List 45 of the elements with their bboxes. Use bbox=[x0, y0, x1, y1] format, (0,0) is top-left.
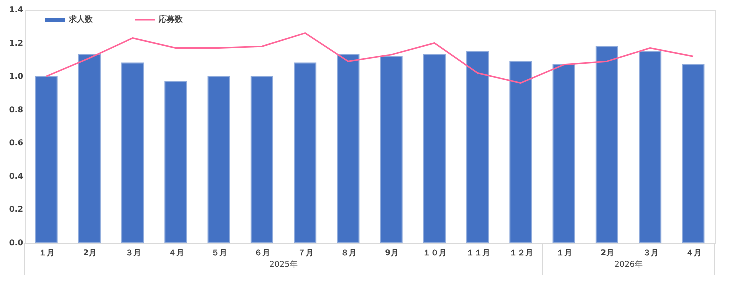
bar bbox=[682, 64, 705, 244]
bar bbox=[510, 61, 532, 244]
bar bbox=[466, 51, 490, 244]
x-tick-label: ３月 bbox=[125, 248, 142, 258]
y-tick-label: 0.4 bbox=[9, 172, 24, 181]
bar bbox=[78, 54, 101, 244]
y-tick-label: 0.6 bbox=[9, 138, 24, 148]
y-tick-label: 0.2 bbox=[9, 205, 24, 214]
x-tick-label: ４月 bbox=[686, 248, 702, 258]
x-tick-label: ８月 bbox=[340, 248, 357, 258]
line-series bbox=[46, 32, 694, 84]
bar bbox=[35, 76, 58, 244]
bar bbox=[164, 81, 188, 244]
legend-label: 求人数 bbox=[68, 15, 94, 24]
x-tick-label: 2月 bbox=[600, 248, 614, 258]
x-tick-label: ６月 bbox=[254, 248, 271, 258]
bar bbox=[639, 51, 662, 244]
y-tick-label: 0.0 bbox=[9, 238, 24, 248]
x-tick-label: ４月 bbox=[168, 248, 184, 258]
legend-label: 応募数 bbox=[158, 14, 184, 24]
x-tick-label: １２月 bbox=[509, 248, 534, 258]
x-tick-label: 9月 bbox=[385, 248, 399, 258]
x-tick-label: １月 bbox=[556, 248, 573, 258]
bar bbox=[552, 64, 576, 244]
bar bbox=[250, 76, 274, 244]
bar bbox=[596, 46, 618, 244]
x-tick-label: １月 bbox=[39, 248, 56, 258]
text: 2026年 bbox=[614, 260, 643, 269]
bar bbox=[380, 56, 403, 244]
text: 2025年 bbox=[270, 260, 298, 269]
y-tick-label: 0.8 bbox=[9, 105, 24, 114]
bar bbox=[423, 54, 446, 244]
y-tick-label: 1.2 bbox=[9, 38, 24, 48]
x-tick-label: １１月 bbox=[466, 248, 490, 258]
y-tick-label: 1.0 bbox=[9, 72, 24, 82]
bar bbox=[337, 54, 360, 244]
bar bbox=[122, 62, 144, 244]
x-tick-label: １０月 bbox=[423, 248, 448, 258]
y-tick-label: 1.4 bbox=[9, 6, 24, 14]
bar bbox=[294, 62, 317, 244]
x-tick-label: ３月 bbox=[642, 248, 659, 258]
bar bbox=[208, 76, 230, 244]
x-tick-label: ７月 bbox=[298, 248, 314, 258]
x-tick-label: 2月 bbox=[83, 248, 97, 258]
x-tick-label: ５月 bbox=[212, 248, 228, 258]
